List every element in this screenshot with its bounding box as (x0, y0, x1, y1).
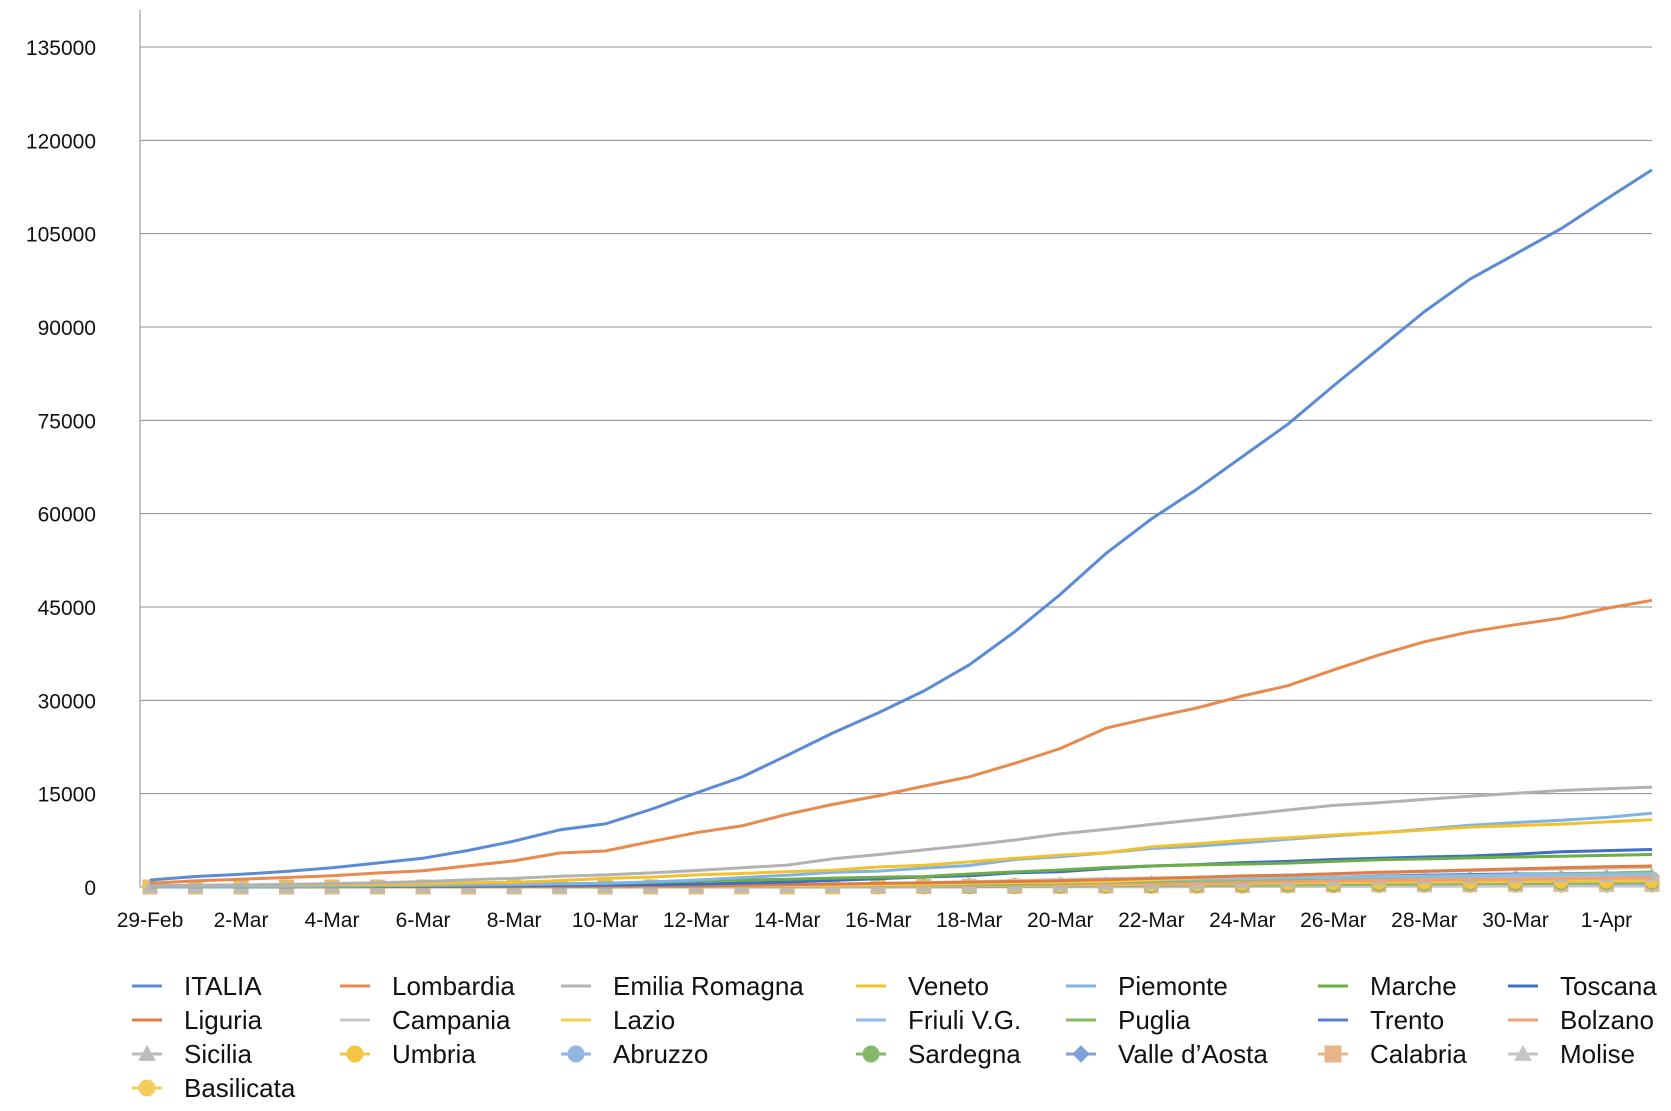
legend-label: Friuli V.G. (908, 1005, 1021, 1035)
series-line (149, 818, 1653, 888)
legend-marker (346, 1045, 364, 1063)
legend-item: Lazio (561, 1005, 675, 1035)
legend-label: Valle d’Aosta (1118, 1039, 1268, 1069)
series-veneto (149, 818, 1653, 888)
legend-label: Marche (1370, 971, 1457, 1001)
series-lombardia (149, 598, 1653, 885)
legend-item: Campania (340, 1005, 511, 1035)
legend-label: Bolzano (1560, 1005, 1654, 1035)
legend-label: Sardegna (908, 1039, 1021, 1069)
series-layer (142, 168, 1660, 895)
legend-label: Lazio (613, 1005, 675, 1035)
y-tick-label: 120000 (26, 130, 96, 153)
x-tick-label: 30-Mar (1482, 909, 1549, 932)
series-italia (149, 168, 1653, 882)
legend-item: Marche (1318, 971, 1457, 1001)
x-tick-label: 24-Mar (1209, 909, 1276, 932)
legend-marker (1324, 1045, 1342, 1063)
legend-item: Lombardia (340, 971, 515, 1001)
x-tick-label: 1-Apr (1581, 909, 1632, 932)
legend-label: Abruzzo (613, 1039, 708, 1069)
legend-item: Sardegna (856, 1039, 1021, 1069)
legend-item: Puglia (1066, 1005, 1191, 1035)
gridlines (140, 46, 1652, 888)
legend-marker (138, 1079, 156, 1097)
legend-item: ITALIA (132, 971, 262, 1001)
x-tick-label: 16-Mar (845, 909, 912, 932)
x-tick-label: 12-Mar (663, 909, 730, 932)
legend-item: Emilia Romagna (561, 971, 804, 1001)
legend-item: Basilicata (132, 1073, 296, 1103)
legend-marker (567, 1045, 585, 1063)
legend-item: Trento (1318, 1005, 1444, 1035)
legend-item: Toscana (1508, 971, 1657, 1001)
series-line (149, 168, 1653, 882)
legend-label: Trento (1370, 1005, 1444, 1035)
y-tick-label: 75000 (38, 410, 96, 433)
legend-label: Molise (1560, 1039, 1635, 1069)
x-tick-label: 2-Mar (214, 909, 269, 932)
x-axis: 29-Feb 2-Mar 4-Mar 6-Mar 8-Mar 10-Mar 12-Mar 14… (117, 909, 1632, 932)
x-tick-label: 26-Mar (1300, 909, 1367, 932)
legend-item: Molise (1508, 1039, 1635, 1069)
x-tick-label: 4-Mar (305, 909, 360, 932)
legend-item: Bolzano (1508, 1005, 1654, 1035)
legend-marker (1072, 1045, 1090, 1063)
y-axis: 0 15000 30000 45000 60000 75000 90000 105000 120… (26, 10, 141, 900)
legend-label: Toscana (1560, 971, 1657, 1001)
legend-item: Friuli V.G. (856, 1005, 1021, 1035)
legend-item: Abruzzo (561, 1039, 708, 1069)
legend-label: Puglia (1118, 1005, 1191, 1035)
x-tick-label: 20-Mar (1027, 909, 1094, 932)
y-tick-label: 30000 (38, 690, 96, 713)
x-tick-label: 29-Feb (117, 909, 184, 932)
y-tick-label: 0 (84, 877, 96, 900)
legend-label: Umbria (392, 1039, 476, 1069)
legend-item: Veneto (856, 971, 989, 1001)
y-tick-label: 90000 (38, 317, 96, 340)
legend-item: Calabria (1318, 1039, 1467, 1069)
legend-item: Sicilia (132, 1039, 252, 1069)
legend-marker (1514, 1044, 1532, 1061)
x-tick-label: 10-Mar (572, 909, 639, 932)
x-tick-label: 22-Mar (1118, 909, 1185, 932)
legend-item: Valle d’Aosta (1066, 1039, 1268, 1069)
legend-item: Piemonte (1066, 971, 1228, 1001)
legend-label: Sicilia (184, 1039, 252, 1069)
y-tick-label: 45000 (38, 597, 96, 620)
legend: ITALIA Lombardia Emilia Romagna Veneto Piemo… (132, 971, 1657, 1103)
legend-label: Basilicata (184, 1073, 296, 1103)
legend-item: Liguria (132, 1005, 263, 1035)
legend-item: Umbria (340, 1039, 476, 1069)
y-tick-label: 15000 (38, 784, 96, 807)
legend-label: ITALIA (184, 971, 262, 1001)
x-tick-label: 28-Mar (1391, 909, 1458, 932)
legend-label: Veneto (908, 971, 989, 1001)
legend-label: Liguria (184, 1005, 263, 1035)
y-tick-label: 105000 (26, 224, 96, 247)
legend-label: Lombardia (392, 971, 515, 1001)
y-tick-label: 135000 (26, 37, 96, 60)
series-line (149, 785, 1653, 888)
x-tick-label: 18-Mar (936, 909, 1003, 932)
legend-marker (862, 1045, 880, 1063)
y-tick-label: 60000 (38, 504, 96, 527)
legend-label: Campania (392, 1005, 511, 1035)
legend-label: Piemonte (1118, 971, 1228, 1001)
legend-label: Calabria (1370, 1039, 1467, 1069)
series-line (149, 598, 1653, 885)
x-tick-label: 6-Mar (396, 909, 451, 932)
legend-label: Emilia Romagna (613, 971, 804, 1001)
x-tick-label: 14-Mar (754, 909, 821, 932)
legend-marker (138, 1044, 156, 1061)
x-tick-label: 8-Mar (487, 909, 542, 932)
series-emilia-romagna (149, 785, 1653, 888)
